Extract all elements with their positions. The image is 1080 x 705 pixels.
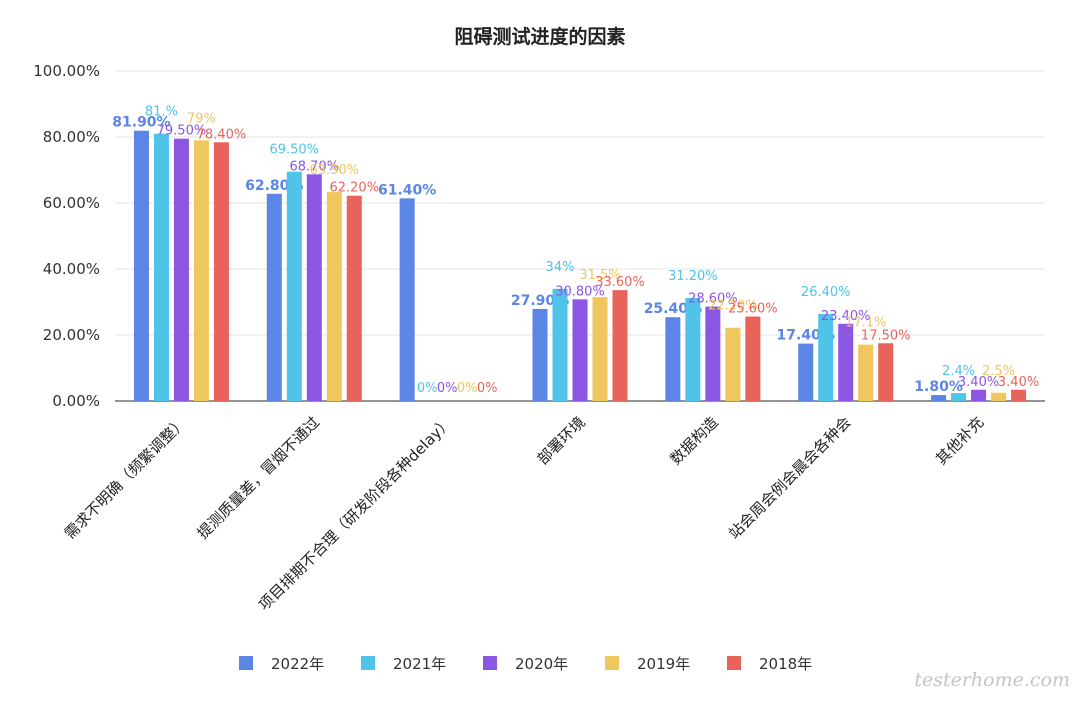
data-label: 0% bbox=[437, 381, 458, 396]
data-label: 2.4% bbox=[942, 364, 975, 379]
bar bbox=[286, 171, 302, 401]
legend-label: 2018年 bbox=[759, 654, 813, 673]
data-label: 0% bbox=[457, 381, 478, 396]
bar bbox=[971, 389, 987, 401]
data-label: 61.40% bbox=[378, 182, 436, 198]
legend-item[interactable]: 2020年 bbox=[483, 650, 568, 676]
legend-swatch bbox=[483, 656, 497, 670]
bar bbox=[878, 343, 894, 401]
bar bbox=[306, 174, 322, 401]
bar bbox=[572, 299, 588, 401]
data-label: 79% bbox=[187, 111, 216, 126]
y-tick-label: 40.00% bbox=[43, 260, 100, 278]
bar bbox=[1011, 389, 1027, 401]
bar bbox=[838, 323, 854, 401]
bar bbox=[798, 343, 814, 401]
category-label: 部署环境 bbox=[534, 413, 589, 468]
bar bbox=[552, 288, 568, 401]
data-label: 0% bbox=[477, 381, 498, 396]
data-label: 78.40% bbox=[197, 127, 247, 142]
bar bbox=[213, 142, 229, 401]
data-label: 63.30% bbox=[309, 163, 359, 178]
bar bbox=[399, 198, 415, 401]
data-label: 30.80% bbox=[555, 284, 605, 299]
legend-label: 2019年 bbox=[637, 654, 691, 673]
legend-item[interactable]: 2021年 bbox=[361, 650, 446, 676]
bar bbox=[951, 393, 967, 401]
bar bbox=[193, 140, 209, 402]
bar bbox=[592, 297, 608, 401]
data-label: 28.60% bbox=[688, 292, 738, 307]
data-label: 31.20% bbox=[668, 269, 718, 284]
y-tick-label: 20.00% bbox=[43, 326, 100, 344]
bar bbox=[346, 195, 362, 401]
y-tick-label: 100.00% bbox=[33, 62, 100, 80]
category-label: 提测质量差，冒烟不通过 bbox=[194, 413, 323, 542]
legend-label: 2021年 bbox=[393, 654, 447, 673]
data-label: 34% bbox=[546, 260, 575, 275]
bar bbox=[745, 316, 761, 401]
data-label: 33.60% bbox=[595, 275, 645, 290]
data-label: 81.90% bbox=[112, 115, 170, 131]
data-label: 3.40% bbox=[998, 375, 1039, 390]
data-label: 79.50% bbox=[157, 124, 207, 139]
data-label: 0% bbox=[417, 381, 438, 396]
y-tick-label: 0.00% bbox=[52, 392, 100, 410]
bar bbox=[725, 327, 741, 401]
data-label: 1.80% bbox=[914, 379, 963, 395]
data-label: 31.5% bbox=[579, 268, 620, 283]
data-label: 62.20% bbox=[329, 181, 379, 196]
bar bbox=[612, 290, 628, 401]
bar bbox=[858, 344, 874, 401]
data-label: 2.5% bbox=[982, 364, 1015, 379]
legend-swatch bbox=[727, 656, 741, 670]
data-label: 17.1% bbox=[845, 316, 886, 331]
chart-legend: 2022年 2021年 2020年 2019年 2018年 bbox=[0, 650, 1080, 676]
category-label: 站会周会例会晨会各种会 bbox=[725, 413, 854, 542]
legend-label: 2022年 bbox=[271, 654, 325, 673]
data-label: 3.40% bbox=[958, 375, 999, 390]
bar bbox=[665, 317, 681, 401]
bar bbox=[532, 308, 548, 401]
bar bbox=[153, 133, 169, 401]
bar bbox=[705, 306, 721, 401]
legend-swatch bbox=[361, 656, 375, 670]
legend-item[interactable]: 2022年 bbox=[239, 650, 324, 676]
legend-swatch bbox=[239, 656, 253, 670]
bar bbox=[685, 298, 701, 401]
category-label: 其他补充 bbox=[932, 413, 987, 468]
data-label: 23.40% bbox=[821, 309, 871, 324]
data-label: 25.60% bbox=[728, 302, 778, 317]
category-label: 数据构造 bbox=[667, 413, 722, 468]
data-label: 68.70% bbox=[289, 159, 339, 174]
data-label: 17.50% bbox=[861, 328, 911, 343]
legend-item[interactable]: 2019年 bbox=[605, 650, 690, 676]
data-label: 69.50% bbox=[269, 143, 319, 158]
data-label: 81.% bbox=[145, 105, 178, 120]
data-label: 22.20% bbox=[708, 299, 758, 314]
bar bbox=[931, 395, 947, 401]
bar bbox=[326, 192, 342, 401]
bar bbox=[266, 193, 282, 401]
bar bbox=[173, 138, 189, 401]
legend-swatch bbox=[605, 656, 619, 670]
y-tick-label: 60.00% bbox=[43, 194, 100, 212]
bar bbox=[991, 392, 1007, 401]
bar bbox=[133, 130, 149, 402]
y-tick-label: 80.00% bbox=[43, 128, 100, 146]
legend-item[interactable]: 2018年 bbox=[727, 650, 812, 676]
category-label: 需求不明确（频繁调整） bbox=[61, 413, 190, 542]
legend-label: 2020年 bbox=[515, 654, 569, 673]
chart-title: 阻碍测试进度的因素 bbox=[454, 26, 626, 48]
watermark-text: testerhome.com bbox=[914, 669, 1070, 691]
bar bbox=[818, 313, 834, 401]
data-label: 26.40% bbox=[801, 285, 851, 300]
